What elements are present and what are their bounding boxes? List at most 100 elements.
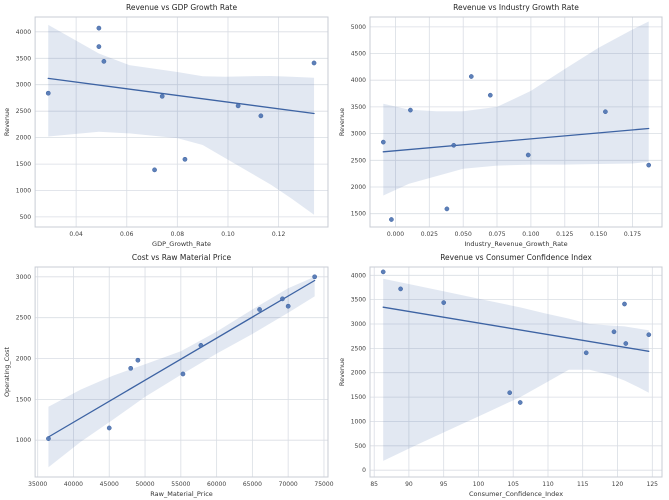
x-tick-label: 55000 xyxy=(171,481,190,488)
y-tick-label: 3000 xyxy=(16,274,31,281)
y-tick-label: 4000 xyxy=(351,77,366,84)
y-tick-label: 2000 xyxy=(351,370,366,377)
plot-title: Revenue vs Consumer Confidence Index xyxy=(440,253,592,262)
y-tick-label: 1500 xyxy=(16,396,31,403)
regression-line xyxy=(382,127,650,153)
confidence-band xyxy=(383,278,649,461)
x-tick-label: 125 xyxy=(647,481,659,488)
data-point xyxy=(408,107,413,113)
data-point xyxy=(611,329,617,335)
data-point xyxy=(646,332,652,338)
y-axis-label: Operating_Cost xyxy=(3,346,11,397)
data-point xyxy=(487,92,493,98)
axes-spines xyxy=(369,266,663,478)
x-tick-label: 0.10 xyxy=(221,231,235,238)
data-point xyxy=(235,103,241,109)
data-point xyxy=(507,390,513,396)
subplot-revenue-vs-gdp-growth-rate: Revenue vs GDP Growth Rate 0.04 0.06 0.08 0.… xyxy=(0,0,335,250)
x-tick-label: 0.125 xyxy=(556,231,573,238)
regression-line xyxy=(47,77,315,115)
x-tick-label: 60000 xyxy=(207,481,226,488)
data-point xyxy=(152,167,157,173)
x-tick-label: 95 xyxy=(440,481,448,488)
data-point xyxy=(517,400,523,405)
axes-spines xyxy=(34,16,329,228)
x-tick-label: 120 xyxy=(612,481,624,488)
regression-line xyxy=(47,279,316,438)
y-tick-label: 5000 xyxy=(351,24,366,31)
data-point xyxy=(380,139,386,145)
x-tick-label: 75000 xyxy=(314,481,333,488)
data-point xyxy=(159,93,165,99)
data-point xyxy=(285,303,291,309)
data-point xyxy=(525,152,531,158)
y-tick-label: 500 xyxy=(355,443,367,450)
subplot-revenue-vs-industry-growth-rate: Revenue vs Industry Growth Rate 0.000 0.02… xyxy=(335,0,669,250)
x-tick-label: 115 xyxy=(577,481,589,488)
y-tick-label: 4500 xyxy=(351,51,366,58)
chart-canvas: Revenue vs GDP Growth Rate 0.04 0.06 0.08 0.… xyxy=(3,3,329,248)
x-tick-label: 85 xyxy=(370,481,378,488)
data-point xyxy=(646,162,652,168)
x-axis-label: Raw_Material_Price xyxy=(150,490,213,498)
data-point xyxy=(451,142,457,148)
x-tick-label: 0.150 xyxy=(590,231,607,238)
x-tick-label: 0.025 xyxy=(421,231,438,238)
x-tick-label: 40000 xyxy=(64,481,83,488)
x-tick-label: 105 xyxy=(507,481,519,488)
data-point xyxy=(198,343,204,348)
x-tick-label: 35000 xyxy=(28,481,47,488)
y-tick-label: 1000 xyxy=(16,437,31,444)
data-point xyxy=(280,296,285,302)
y-tick-label: 1000 xyxy=(16,188,31,195)
axes-spines xyxy=(34,266,329,478)
x-tick-label: 0.08 xyxy=(171,231,185,238)
y-axis-label: Revenue xyxy=(3,108,11,136)
y-tick-label: 2500 xyxy=(16,315,31,322)
y-tick-label: 3000 xyxy=(351,131,366,138)
x-axis-label: Consumer_Confidence_Index xyxy=(469,490,563,498)
data-point xyxy=(96,44,102,49)
y-tick-label: 1500 xyxy=(351,394,366,401)
y-axis-label: Revenue xyxy=(338,358,346,386)
x-axis-label: GDP_Growth_Rate xyxy=(152,240,211,248)
x-tick-label: 65000 xyxy=(243,481,262,488)
y-tick-label: 3500 xyxy=(16,55,31,62)
x-tick-label: 0.000 xyxy=(387,231,404,238)
data-point xyxy=(380,269,386,275)
data-point xyxy=(258,113,264,119)
y-tick-label: 2000 xyxy=(16,356,31,363)
data-point xyxy=(180,371,186,377)
data-point xyxy=(128,365,134,371)
x-tick-label: 0.075 xyxy=(488,231,505,238)
y-tick-label: 2500 xyxy=(351,157,366,164)
chart-canvas: Revenue vs Consumer Confidence Index 85 90… xyxy=(338,253,663,498)
data-point xyxy=(398,286,403,292)
plot-title: Revenue vs Industry Growth Rate xyxy=(453,3,579,12)
x-tick-label: 0.12 xyxy=(272,231,286,238)
y-tick-label: 500 xyxy=(20,214,32,221)
data-point xyxy=(622,301,627,307)
y-axis-label: Revenue xyxy=(338,108,346,136)
data-point xyxy=(45,90,51,96)
x-tick-label: 45000 xyxy=(100,481,119,488)
x-tick-label: 0.175 xyxy=(624,231,641,238)
y-tick-label: 2500 xyxy=(351,345,366,352)
subplot-revenue-vs-consumer-confidence-index: Revenue vs Consumer Confidence Index 85 90… xyxy=(335,250,669,500)
x-tick-label: 110 xyxy=(542,481,554,488)
data-point xyxy=(444,206,450,212)
data-point xyxy=(96,25,102,31)
x-tick-label: 90 xyxy=(405,481,413,488)
y-tick-label: 1500 xyxy=(351,211,366,218)
data-point xyxy=(623,341,629,346)
confidence-band xyxy=(383,21,649,196)
plot-title: Cost vs Raw Material Price xyxy=(132,253,232,262)
axes-spines xyxy=(369,16,663,228)
x-tick-label: 70000 xyxy=(279,481,298,488)
data-point xyxy=(46,436,51,441)
x-axis-label: Industry_Revenue_Growth_Rate xyxy=(464,240,567,248)
data-point xyxy=(106,425,112,431)
data-point xyxy=(583,350,589,356)
data-point xyxy=(389,217,394,222)
data-point xyxy=(257,307,262,312)
